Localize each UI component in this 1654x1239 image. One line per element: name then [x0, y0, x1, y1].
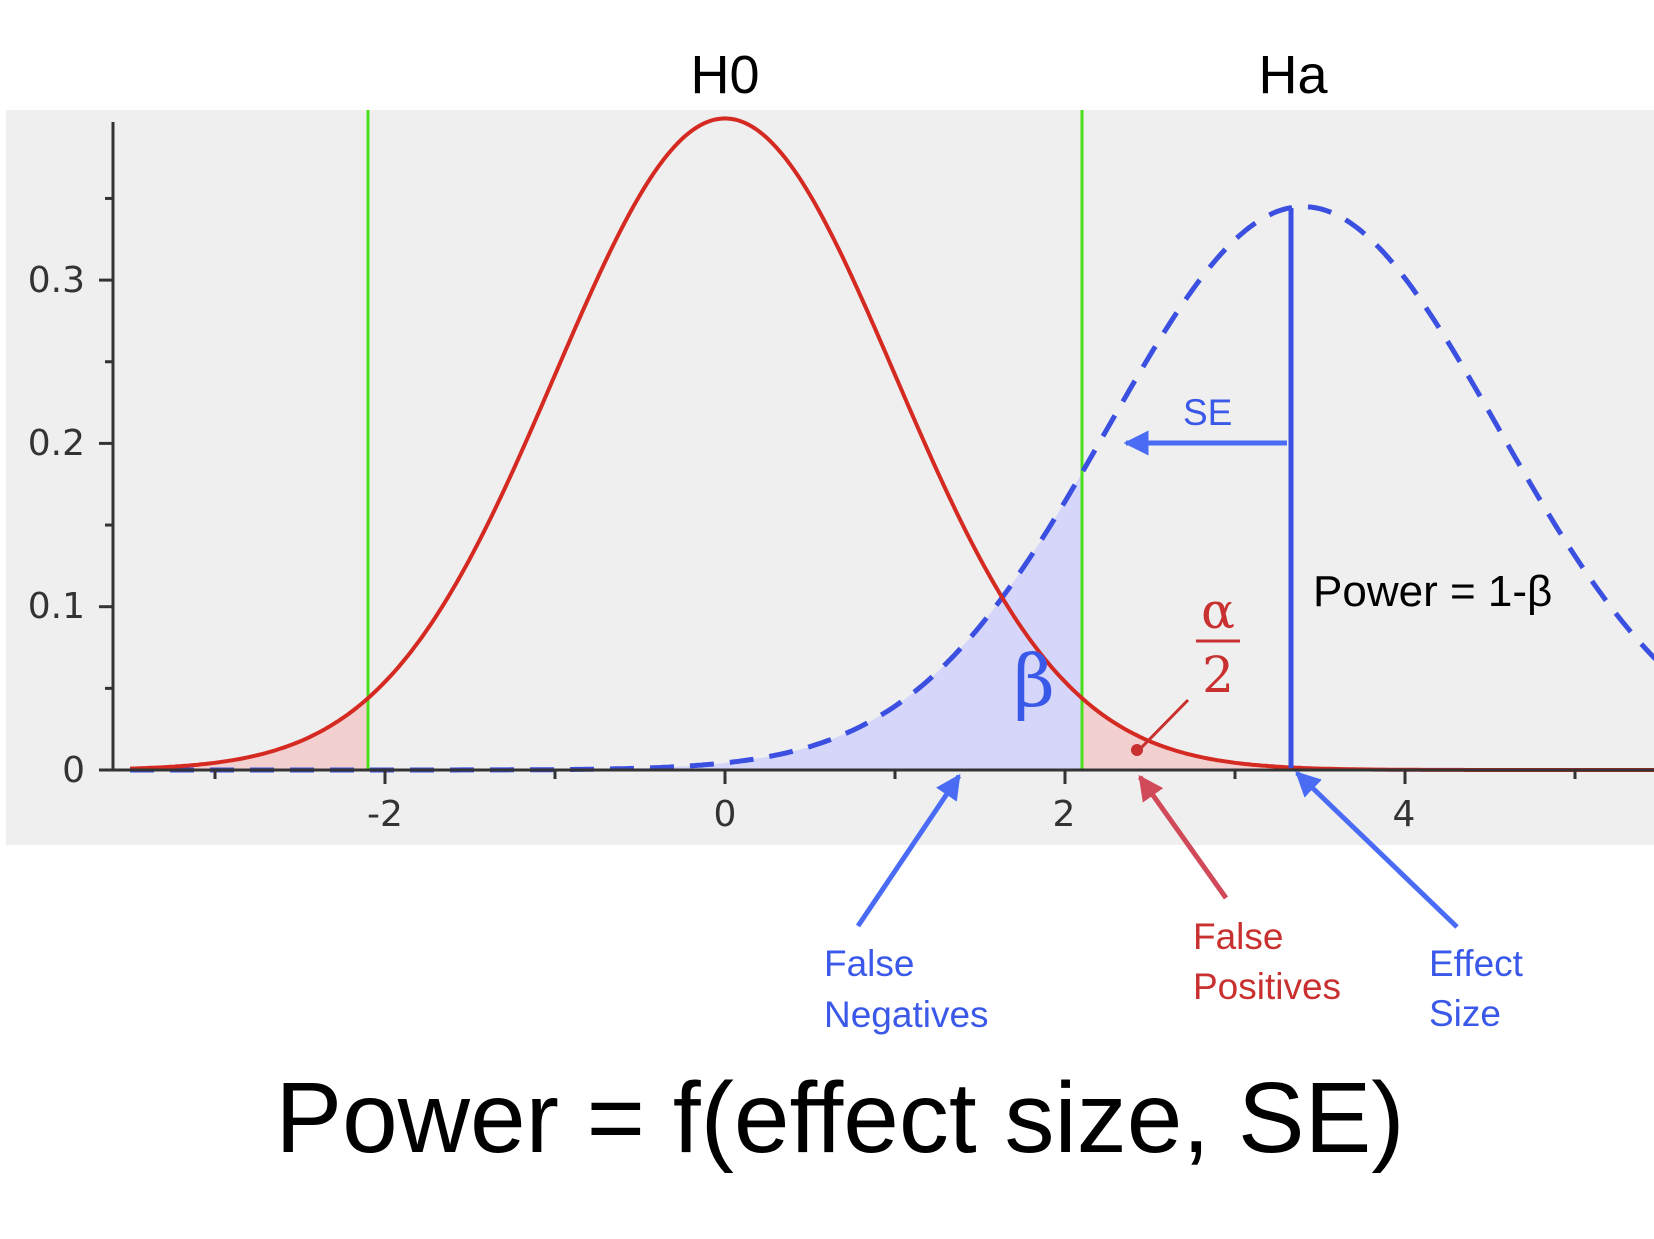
effect-size-label-line1: Effect	[1429, 943, 1524, 984]
effect-size-label-line2: Size	[1429, 993, 1501, 1034]
ha-label: Ha	[1258, 45, 1328, 105]
alpha-left-shaded-region	[130, 698, 368, 770]
h0-label: H0	[690, 45, 759, 105]
false-positives-label-line2: Positives	[1193, 966, 1341, 1007]
alpha-denominator: 2	[1202, 646, 1234, 704]
alpha-pointer-dot	[1131, 744, 1143, 756]
plot-background	[6, 110, 1654, 845]
false-negatives-label-line2: Negatives	[824, 994, 989, 1035]
alpha-symbol: α	[1201, 582, 1235, 640]
false-negatives-label-line1: False	[824, 943, 914, 984]
power-label: Power = 1-β	[1313, 567, 1552, 616]
beta-symbol: β	[1013, 639, 1055, 723]
false-positives-arrow	[1137, 774, 1229, 900]
power-formula: Power = f(effect size, SE)	[275, 1062, 1404, 1174]
y-tick-label-0.2: 0.2	[28, 423, 85, 464]
x-tick-label-4: 4	[1393, 794, 1416, 835]
beta-shaded-region	[130, 472, 1082, 770]
x-tick-label--2: -2	[367, 794, 403, 835]
x-axis-ticks	[213, 770, 1577, 784]
y-tick-label-0.1: 0.1	[28, 586, 85, 627]
alpha-pointer-line	[1138, 698, 1190, 751]
y-tick-label-0: 0	[62, 750, 85, 791]
alpha-right-shaded-region	[1082, 698, 1654, 770]
y-tick-label-0.3: 0.3	[28, 260, 85, 301]
x-tick-label-0: 0	[714, 794, 737, 835]
se-label: SE	[1183, 392, 1232, 433]
y-axis-ticks	[99, 196, 113, 772]
false-positives-label-line1: False	[1193, 916, 1283, 957]
false-negatives-arrow	[855, 773, 962, 928]
effect-size-arrow	[1295, 771, 1459, 929]
x-tick-label-2: 2	[1053, 794, 1076, 835]
